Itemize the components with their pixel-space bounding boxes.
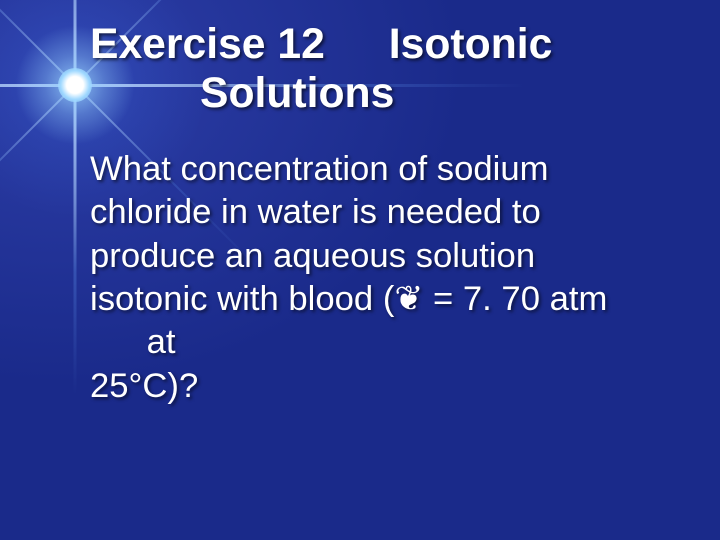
slide: Exercise 12 Isotonic Solutions What conc…: [0, 0, 720, 540]
slide-content: Exercise 12 Isotonic Solutions What conc…: [0, 0, 720, 540]
title-line-2-text: Solutions: [200, 69, 394, 117]
body-line: 25°C)?: [90, 365, 660, 408]
slide-title: Exercise 12 Isotonic Solutions: [90, 20, 660, 118]
body-line: produce an aqueous solution: [90, 235, 660, 278]
body-line-indent: at: [90, 321, 176, 364]
title-line-1: Exercise 12 Isotonic: [90, 20, 660, 69]
body-line: chloride in water is needed to: [90, 191, 660, 234]
body-line: at: [90, 321, 660, 364]
body-line: isotonic with blood (❦ = 7. 70 atm: [90, 278, 660, 321]
title-line-2: Solutions: [90, 69, 660, 118]
body-line: What concentration of sodium: [90, 148, 660, 191]
slide-body: What concentration of sodium chloride in…: [90, 148, 660, 408]
